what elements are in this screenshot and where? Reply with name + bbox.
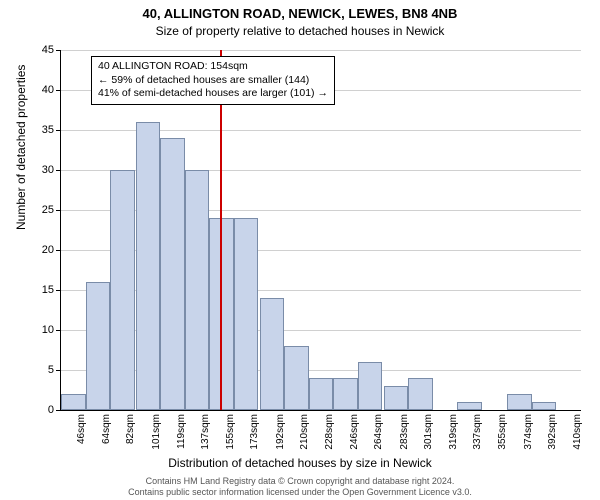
histogram-bar	[532, 402, 557, 410]
x-axis-label: Distribution of detached houses by size …	[0, 456, 600, 470]
xtick-label: 392sqm	[547, 414, 558, 450]
xtick-label: 337sqm	[472, 414, 483, 450]
histogram-bar	[234, 218, 259, 410]
ytick-mark	[56, 330, 61, 331]
xtick-label: 319sqm	[448, 414, 459, 450]
ytick-label: 0	[24, 404, 54, 416]
chart-container: 40, ALLINGTON ROAD, NEWICK, LEWES, BN8 4…	[0, 0, 600, 500]
histogram-bar	[160, 138, 185, 410]
histogram-bar	[86, 282, 111, 410]
ytick-label: 45	[24, 44, 54, 56]
ytick-mark	[56, 210, 61, 211]
histogram-bar	[260, 298, 285, 410]
footer-attribution: Contains HM Land Registry data © Crown c…	[0, 476, 600, 499]
histogram-bar	[309, 378, 334, 410]
histogram-bar	[457, 402, 482, 410]
xtick-label: 101sqm	[151, 414, 162, 450]
chart-subtitle: Size of property relative to detached ho…	[0, 24, 600, 38]
annotation-line3: 41% of semi-detached houses are larger (…	[98, 87, 328, 101]
xtick-label: 119sqm	[176, 414, 187, 449]
ytick-label: 25	[24, 204, 54, 216]
ytick-label: 10	[24, 324, 54, 336]
xtick-label: 374sqm	[523, 414, 534, 450]
xtick-label: 410sqm	[572, 414, 583, 450]
ytick-mark	[56, 410, 61, 411]
xtick-label: 283sqm	[399, 414, 410, 450]
xtick-label: 137sqm	[200, 414, 211, 450]
ytick-label: 5	[24, 364, 54, 376]
xtick-label: 210sqm	[299, 414, 310, 450]
ytick-label: 30	[24, 164, 54, 176]
gridline	[61, 50, 581, 51]
histogram-bar	[110, 170, 135, 410]
xtick-label: 264sqm	[373, 414, 384, 450]
plot-area: 40 ALLINGTON ROAD: 154sqm ← 59% of detac…	[60, 50, 581, 411]
histogram-bar	[358, 362, 383, 410]
ytick-mark	[56, 370, 61, 371]
annotation-line1: 40 ALLINGTON ROAD: 154sqm	[98, 60, 328, 74]
ytick-label: 15	[24, 284, 54, 296]
xtick-label: 82sqm	[125, 414, 136, 444]
histogram-bar	[333, 378, 358, 410]
ytick-label: 20	[24, 244, 54, 256]
annotation-box: 40 ALLINGTON ROAD: 154sqm ← 59% of detac…	[91, 56, 335, 105]
histogram-bar	[185, 170, 210, 410]
histogram-bar	[136, 122, 161, 410]
xtick-label: 301sqm	[423, 414, 434, 450]
footer-line2: Contains public sector information licen…	[0, 487, 600, 498]
ytick-mark	[56, 250, 61, 251]
ytick-mark	[56, 130, 61, 131]
xtick-label: 228sqm	[324, 414, 335, 450]
histogram-bar	[408, 378, 433, 410]
ytick-mark	[56, 50, 61, 51]
xtick-label: 155sqm	[225, 414, 236, 450]
ytick-mark	[56, 170, 61, 171]
ytick-label: 35	[24, 124, 54, 136]
footer-line1: Contains HM Land Registry data © Crown c…	[0, 476, 600, 487]
ytick-label: 40	[24, 84, 54, 96]
xtick-label: 246sqm	[349, 414, 360, 450]
annotation-line2: ← 59% of detached houses are smaller (14…	[98, 74, 328, 88]
ytick-mark	[56, 290, 61, 291]
xtick-label: 46sqm	[76, 414, 87, 444]
ytick-mark	[56, 90, 61, 91]
xtick-label: 355sqm	[497, 414, 508, 450]
xtick-label: 192sqm	[275, 414, 286, 450]
chart-title: 40, ALLINGTON ROAD, NEWICK, LEWES, BN8 4…	[0, 6, 600, 21]
histogram-bar	[507, 394, 532, 410]
histogram-bar	[384, 386, 409, 410]
histogram-bar	[284, 346, 309, 410]
xtick-label: 64sqm	[101, 414, 112, 444]
xtick-label: 173sqm	[249, 414, 260, 450]
histogram-bar	[61, 394, 86, 410]
